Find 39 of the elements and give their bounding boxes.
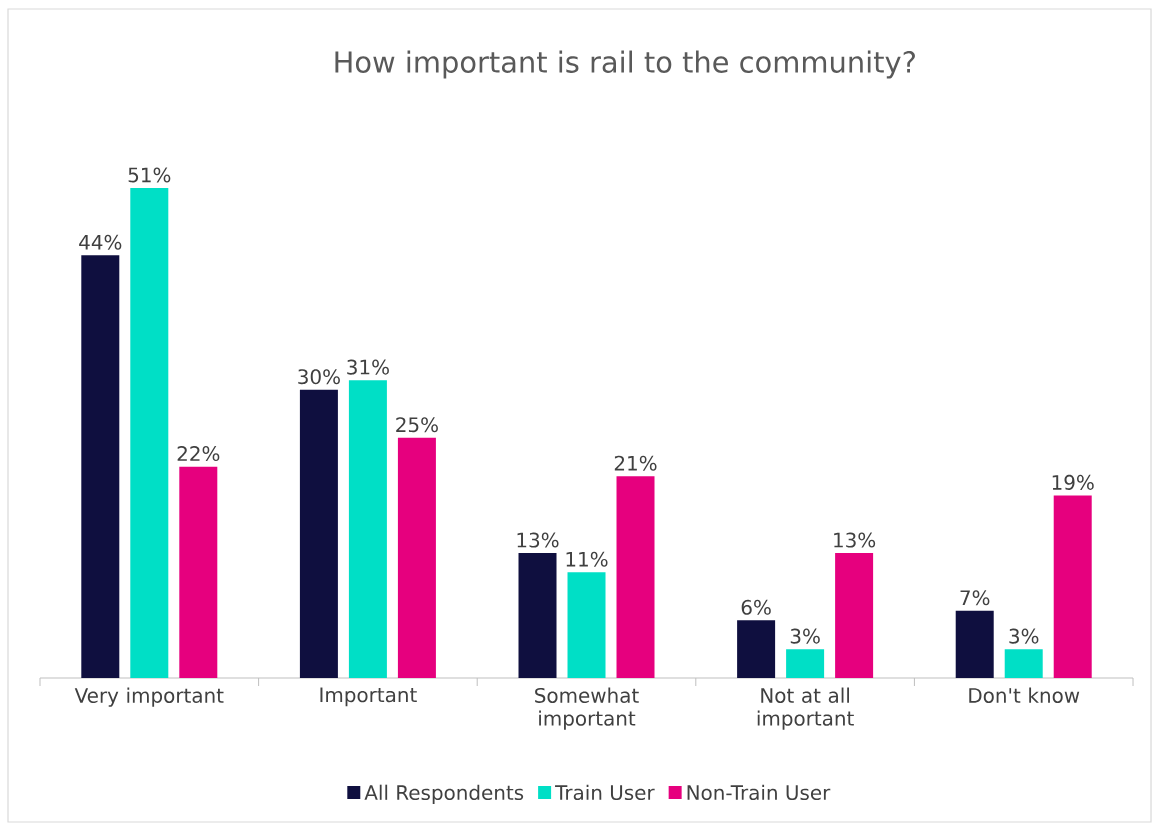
legend-label: Train User	[555, 784, 655, 801]
bar	[786, 649, 825, 678]
data-label: 22%	[177, 446, 220, 462]
data-label: 21%	[614, 455, 657, 471]
x-tick-label: Somewhat important	[535, 687, 639, 730]
bar	[1053, 495, 1092, 678]
bar	[518, 553, 557, 678]
legend-label: All Respondents	[364, 784, 524, 804]
bar	[567, 572, 606, 678]
bar	[81, 255, 120, 678]
data-label: 19%	[1052, 474, 1094, 490]
legend-label: Non-Train User	[687, 784, 831, 801]
chart-title: How important is rail to the community?	[335, 50, 915, 79]
bar	[1004, 649, 1043, 678]
data-label: 13%	[834, 532, 876, 548]
data-label: 13%	[517, 532, 559, 548]
data-label: 6%	[741, 599, 771, 615]
bar	[179, 466, 218, 678]
data-label: 7%	[960, 590, 990, 606]
x-tick-label: Not at all important	[757, 687, 854, 730]
data-label: 3%	[790, 628, 820, 644]
bar	[955, 610, 994, 678]
x-tick-label: Very important	[74, 687, 224, 707]
bar	[835, 553, 874, 678]
data-label: 25%	[396, 417, 438, 433]
data-label: 31%	[347, 359, 389, 375]
bar	[616, 476, 655, 678]
x-tick-label: Don't know	[969, 687, 1080, 703]
data-label: 51%	[128, 167, 171, 183]
data-label: 3%	[1009, 628, 1039, 644]
bar	[397, 437, 436, 678]
x-tick-label: Important	[320, 687, 417, 707]
data-label: 11%	[566, 551, 608, 567]
data-label: 44%	[79, 234, 122, 250]
bar	[737, 620, 776, 678]
bar	[130, 187, 169, 678]
bar	[299, 389, 338, 678]
bar	[348, 380, 387, 678]
data-label: 30%	[298, 369, 340, 385]
